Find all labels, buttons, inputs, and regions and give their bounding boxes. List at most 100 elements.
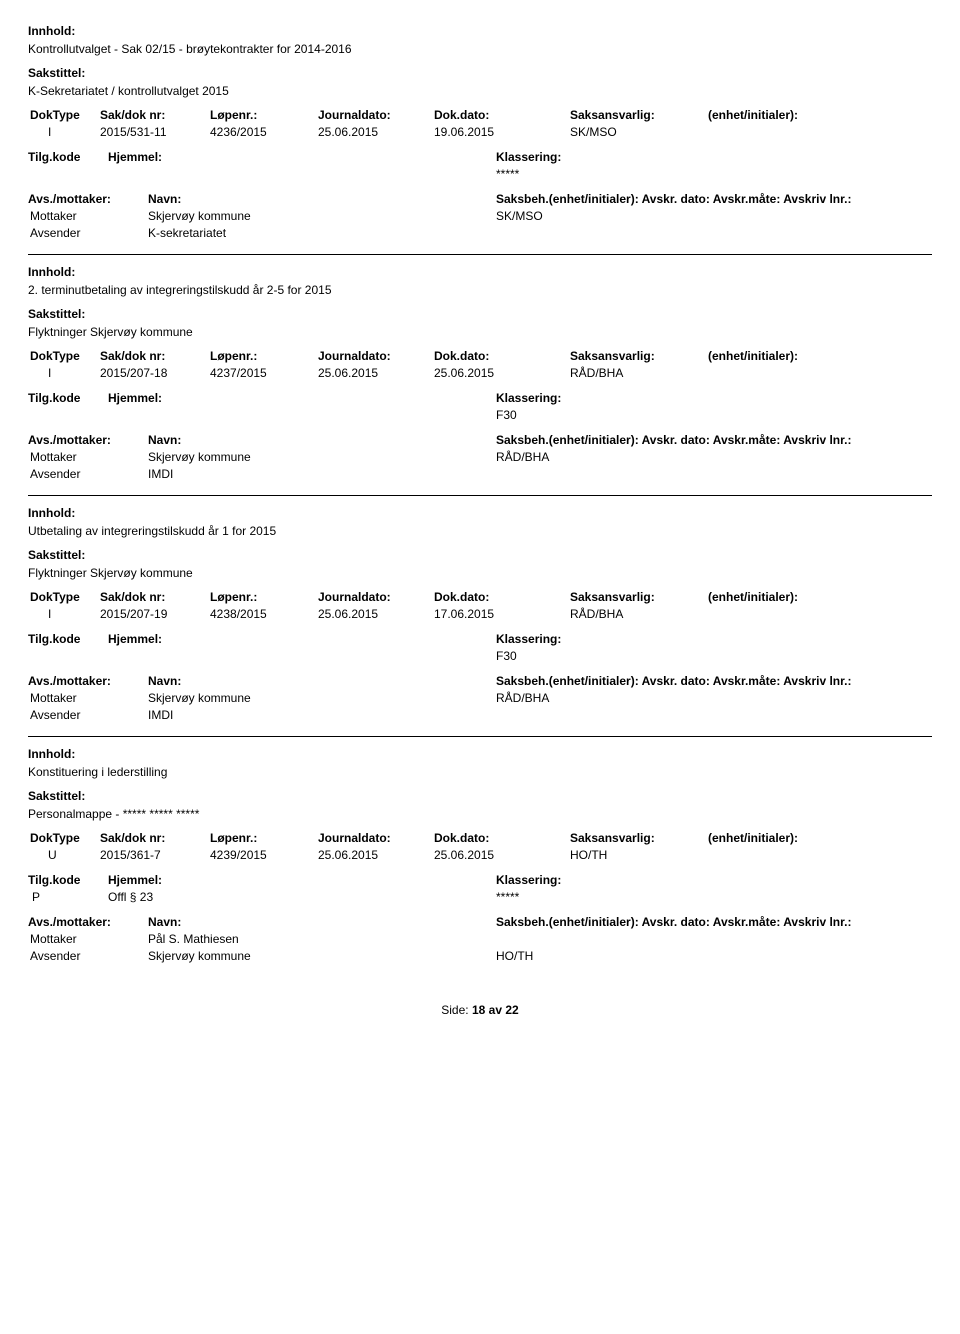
lopenr-value: 4238/2015 [210, 607, 318, 621]
page-footer: Side: 18 av 22 [28, 1003, 932, 1017]
sakdok-header: Sak/dok nr: [100, 108, 210, 122]
journal-record: Innhold: Utbetaling av integreringstilsku… [28, 506, 932, 722]
party-role: Mottaker [28, 932, 148, 946]
saksansvarlig-value: SK/MSO [570, 125, 708, 139]
dokdato-value: 25.06.2015 [434, 366, 570, 380]
journaldato-value: 25.06.2015 [318, 125, 434, 139]
journal-record: Innhold:Konstituering i lederstillingSak… [28, 747, 932, 963]
metadata-value-row: U2015/361-74239/201525.06.201525.06.2015… [28, 848, 932, 862]
dokdato-header: Dok.dato: [434, 108, 570, 122]
records-container: Innhold:Kontrollutvalget - Sak 02/15 - b… [28, 24, 932, 963]
innhold-label: Innhold: [28, 747, 932, 761]
footer-side-label: Side: [441, 1003, 468, 1017]
tilgkode-value [28, 408, 108, 422]
classification-value-row: F30 [28, 649, 932, 663]
innhold-label: Innhold: [28, 24, 932, 38]
classification-header-row: Tilg.kodeHjemmel:Klassering: [28, 632, 932, 646]
sakstittel-value: K-Sekretariatet / kontrollutvalget 2015 [28, 84, 932, 98]
tilgkode-header: Tilg.kode [28, 632, 108, 646]
footer-page-current: 18 [472, 1003, 485, 1017]
tilgkode-value: P [28, 890, 108, 904]
sakstittel-label: Sakstittel: [28, 548, 932, 562]
sakstittel-value: Flyktninger Skjervøy kommune [28, 566, 932, 580]
navn-header: Navn: [148, 433, 496, 447]
avsmottaker-header: Avs./mottaker: [28, 674, 148, 688]
record-divider [28, 495, 932, 496]
party-saksbeh: RÅD/BHA [496, 691, 936, 705]
enhet-header: (enhet/initialer): [708, 349, 858, 363]
metadata-header-row: DokTypeSak/dok nr:Løpenr.:Journaldato:Do… [28, 108, 932, 122]
saksansvarlig-header: Saksansvarlig: [570, 831, 708, 845]
party-name: Skjervøy kommune [148, 691, 496, 705]
party-name: Pål S. Mathiesen [148, 932, 496, 946]
dokdato-header: Dok.dato: [434, 831, 570, 845]
innhold-label: Innhold: [28, 506, 932, 520]
classification-value-row: ***** [28, 167, 932, 181]
doktype-value: U [28, 848, 100, 862]
innhold-value: 2. terminutbetaling av integreringstilsk… [28, 283, 932, 297]
saksbeh-header: Saksbeh.(enhet/initialer): Avskr. dato: … [496, 674, 936, 688]
avsmottaker-header: Avs./mottaker: [28, 192, 148, 206]
klassering-header: Klassering: [496, 873, 696, 887]
klassering-value: F30 [496, 649, 696, 663]
metadata-header-row: DokTypeSak/dok nr:Løpenr.:Journaldato:Do… [28, 590, 932, 604]
sakstittel-label: Sakstittel: [28, 66, 932, 80]
sakstittel-label: Sakstittel: [28, 789, 932, 803]
avsmottaker-header: Avs./mottaker: [28, 433, 148, 447]
sakstittel-value: Personalmappe - ***** ***** ***** [28, 807, 932, 821]
saksansvarlig-header: Saksansvarlig: [570, 108, 708, 122]
footer-av-label: av [489, 1003, 502, 1017]
tilgkode-header: Tilg.kode [28, 873, 108, 887]
navn-header: Navn: [148, 674, 496, 688]
party-role: Mottaker [28, 450, 148, 464]
enhet-value [708, 607, 858, 621]
party-row: MottakerSkjervøy kommuneSK/MSO [28, 209, 932, 223]
spacer [28, 184, 932, 192]
metadata-header-row: DokTypeSak/dok nr:Løpenr.:Journaldato:Do… [28, 831, 932, 845]
doktype-value: I [28, 125, 100, 139]
sakdok-value: 2015/361-7 [100, 848, 210, 862]
innhold-label: Innhold: [28, 265, 932, 279]
party-row: AvsenderK-sekretariatet [28, 226, 932, 240]
journaldato-header: Journaldato: [318, 349, 434, 363]
dokdato-header: Dok.dato: [434, 590, 570, 604]
enhet-value [708, 848, 858, 862]
party-saksbeh [496, 226, 936, 240]
party-role: Avsender [28, 226, 148, 240]
party-row: AvsenderSkjervøy kommuneHO/TH [28, 949, 932, 963]
saksansvarlig-value: RÅD/BHA [570, 366, 708, 380]
klassering-header: Klassering: [496, 632, 696, 646]
journaldato-header: Journaldato: [318, 108, 434, 122]
sakstittel-value: Flyktninger Skjervøy kommune [28, 325, 932, 339]
lopenr-value: 4237/2015 [210, 366, 318, 380]
saksansvarlig-header: Saksansvarlig: [570, 349, 708, 363]
tilgkode-header: Tilg.kode [28, 391, 108, 405]
hjemmel-value: Offl § 23 [108, 890, 496, 904]
journaldato-value: 25.06.2015 [318, 848, 434, 862]
lopenr-header: Løpenr.: [210, 831, 318, 845]
party-role: Avsender [28, 708, 148, 722]
party-saksbeh: HO/TH [496, 949, 936, 963]
innhold-value: Utbetaling av integreringstilskudd år 1 … [28, 524, 932, 538]
classification-header-row: Tilg.kodeHjemmel:Klassering: [28, 873, 932, 887]
saksbeh-header: Saksbeh.(enhet/initialer): Avskr. dato: … [496, 192, 936, 206]
klassering-value: ***** [496, 890, 696, 904]
hjemmel-header: Hjemmel: [108, 873, 496, 887]
party-row: MottakerPål S. Mathiesen [28, 932, 932, 946]
party-saksbeh: SK/MSO [496, 209, 936, 223]
hjemmel-header: Hjemmel: [108, 391, 496, 405]
sakstittel-label: Sakstittel: [28, 307, 932, 321]
record-divider [28, 254, 932, 255]
classification-header-row: Tilg.kodeHjemmel:Klassering: [28, 150, 932, 164]
journal-record: Innhold: 2. terminutbetaling av integreri… [28, 265, 932, 481]
enhet-value [708, 125, 858, 139]
avsmottaker-header: Avs./mottaker: [28, 915, 148, 929]
saksansvarlig-value: HO/TH [570, 848, 708, 862]
hjemmel-value [108, 408, 496, 422]
saksbeh-header: Saksbeh.(enhet/initialer): Avskr. dato: … [496, 915, 936, 929]
party-role: Mottaker [28, 209, 148, 223]
saksansvarlig-header: Saksansvarlig: [570, 590, 708, 604]
party-row: AvsenderIMDI [28, 708, 932, 722]
record-divider [28, 736, 932, 737]
party-header-row: Avs./mottaker:Navn:Saksbeh.(enhet/initia… [28, 433, 932, 447]
